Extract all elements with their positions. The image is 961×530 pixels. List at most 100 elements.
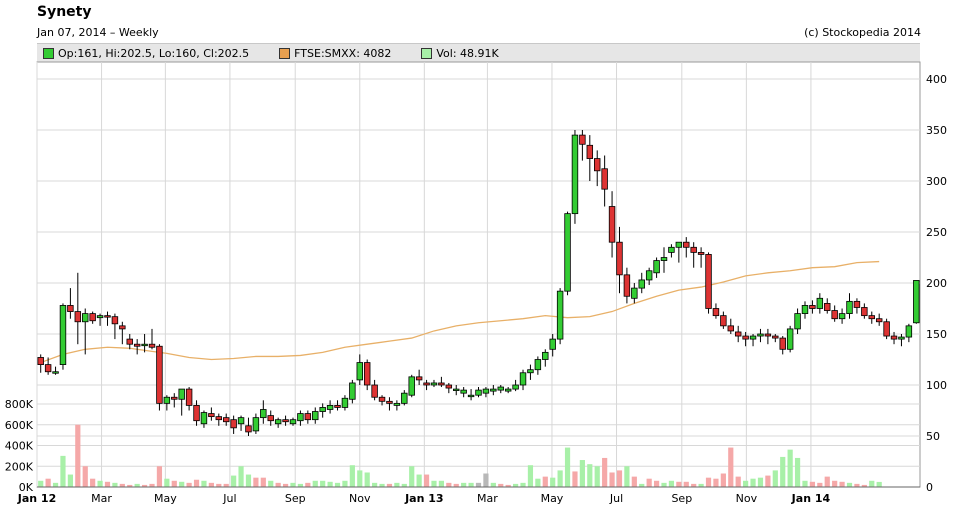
candle-body — [549, 338, 556, 350]
volume-bar — [861, 484, 867, 487]
volume-bar — [238, 466, 244, 487]
candle-body — [594, 158, 601, 172]
volume-bar — [817, 482, 823, 487]
volume-bar — [602, 457, 608, 487]
candle-body — [542, 351, 549, 360]
volume-bar — [231, 475, 237, 487]
volume-bar — [164, 478, 170, 487]
candle-body — [631, 287, 638, 299]
volume-bar — [416, 474, 422, 487]
candle-body — [178, 388, 185, 400]
volume-bar — [253, 477, 259, 487]
candle-body — [816, 297, 824, 309]
candle-body — [208, 413, 215, 418]
volume-bar — [97, 480, 103, 487]
candle-body — [356, 362, 363, 381]
candle-body — [705, 254, 712, 309]
candle-body — [898, 336, 905, 340]
candle-body — [734, 331, 742, 337]
candle-body — [423, 382, 430, 386]
volume-bar — [334, 482, 341, 487]
volume-bar — [379, 483, 385, 487]
volume-bar — [564, 447, 571, 487]
candle-body — [156, 345, 163, 404]
volume-bar — [683, 481, 689, 487]
candle-body — [890, 335, 898, 340]
candle-body — [683, 241, 690, 248]
volume-bar — [802, 480, 808, 487]
volume-bar — [409, 466, 415, 487]
candle-body — [749, 335, 757, 340]
candle-body — [453, 388, 460, 391]
candle-body — [534, 359, 542, 371]
volume-bar — [513, 483, 519, 487]
volume-bar — [386, 483, 393, 487]
candle-body — [742, 335, 749, 340]
volume-bar — [446, 482, 452, 487]
volume-bar — [691, 483, 697, 487]
volume-tick-label: 200K — [5, 460, 34, 473]
candle-body — [215, 416, 223, 421]
time-tick-label: Jan 13 — [404, 492, 443, 505]
candle-body — [616, 241, 623, 276]
volume-tick-label: 0K — [19, 481, 34, 494]
volume-bar — [535, 478, 541, 487]
candle-body — [512, 384, 519, 390]
volume-bar — [372, 482, 378, 487]
volume-bar — [186, 482, 192, 487]
candle-body — [824, 302, 831, 311]
volume-bar — [401, 483, 407, 487]
legend-index-label: FTSE:SMXX: 4082 — [294, 46, 392, 60]
index-line — [40, 260, 880, 364]
volume-bar — [357, 470, 363, 487]
volume-bar — [342, 480, 348, 487]
candle-body — [638, 279, 645, 289]
volume-bar — [75, 424, 81, 487]
candle-body — [497, 386, 504, 391]
volume-bar — [728, 447, 734, 487]
volume-bar — [394, 482, 400, 487]
candle-body — [304, 413, 312, 421]
price-tick-label: 200 — [926, 277, 947, 290]
plot-area — [36, 61, 921, 488]
volume-bar — [743, 480, 749, 487]
candle-body — [163, 396, 171, 404]
price-tick-label: 0 — [926, 481, 933, 494]
candle-body — [727, 325, 735, 332]
candle-body — [445, 384, 453, 389]
candle-body — [668, 246, 675, 253]
candle-body — [126, 338, 133, 345]
candle-body — [779, 337, 786, 350]
volume-bar — [520, 482, 526, 487]
candle-body — [67, 305, 74, 312]
candle-body — [119, 325, 126, 330]
candle-body — [222, 417, 230, 423]
volume-bar — [38, 480, 44, 487]
candle-body — [334, 404, 341, 408]
candle-body — [193, 404, 200, 422]
candle-body — [490, 388, 497, 392]
time-tick-label: Jan 12 — [17, 492, 56, 505]
candle-body — [460, 389, 467, 394]
volume-bar — [364, 472, 370, 487]
volume-bar — [498, 483, 504, 487]
volume-bar — [490, 482, 496, 487]
candle-body — [171, 396, 178, 400]
volume-bar — [572, 471, 578, 487]
volume-bar — [557, 470, 563, 487]
legend-ohlc: Op:161, Hi:202.5, Lo:160, Cl:202.5 — [43, 47, 249, 60]
candle-body — [757, 333, 764, 337]
chart-title: Synety — [37, 4, 92, 20]
candle-body — [794, 313, 801, 330]
volume-bar — [297, 483, 304, 487]
candle-body — [831, 310, 838, 320]
legend-bar: Op:161, Hi:202.5, Lo:160, Cl:202.5 FTSE:… — [37, 43, 920, 63]
volume-bar — [854, 483, 860, 487]
volume-bar — [765, 475, 771, 487]
time-tick-label: Jul — [609, 492, 623, 505]
volume-bar — [60, 455, 66, 487]
volume-bar — [624, 466, 630, 487]
price-tick-label: 350 — [926, 124, 947, 137]
candle-body — [586, 144, 594, 159]
volume-bar — [616, 470, 623, 487]
